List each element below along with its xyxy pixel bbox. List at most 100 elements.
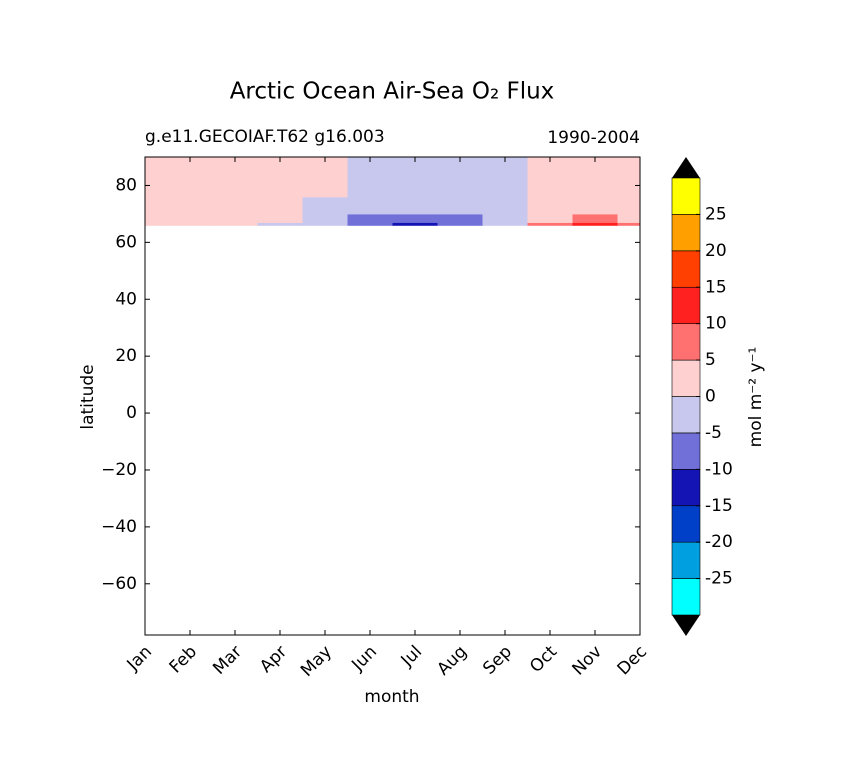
contour-cell [302,222,348,226]
colorbar-tick-label: 10 [705,314,727,334]
contour-cell [347,222,393,226]
colorbar-segment [671,359,701,397]
colorbar-segment [671,541,701,579]
colorbar-segment [671,578,701,616]
contour-cell [167,196,213,215]
contour-cell [302,196,348,215]
contour-cell [145,171,168,198]
x-tick-label: Mar [209,642,246,679]
contour-cell [572,196,618,215]
contour-cell [482,157,528,172]
colorbar-segment [671,505,701,543]
contour-cell [482,196,528,215]
contour-cell [167,171,213,198]
x-tick-label: Dec [614,642,651,679]
x-tick-label: Oct [526,642,561,677]
y-tick-label: 80 [115,175,137,195]
contour-cell [617,222,641,226]
contour-cell [572,222,618,226]
contour-cell [257,157,303,172]
contour-cell [145,196,168,215]
y-tick-label: 20 [115,346,137,366]
y-tick-label: −20 [101,460,137,480]
colorbar-tick-label: -5 [705,423,722,443]
colorbar-segment [671,323,701,361]
contour-cell [392,213,438,223]
colorbar-tick-label: 15 [705,277,727,297]
contour-cell [257,171,303,198]
contour-cell [167,213,213,223]
contour-cell [212,157,258,172]
colorbar-segment [671,432,701,470]
x-tick-label: Apr [256,642,291,677]
contour-cell [617,213,641,223]
contour-cell [392,222,438,226]
contour-cell [257,222,303,226]
contour-cell [572,213,618,223]
contour-cell [212,222,258,226]
colorbar-extend-bottom [672,615,700,636]
y-tick-label: 0 [126,403,137,423]
contour-cell [392,171,438,198]
colorbar-tick-label: 25 [705,204,727,224]
colorbar-tick-label: -15 [705,496,733,516]
x-tick-label: Nov [568,642,606,680]
colorbar-tick-label: 5 [705,350,716,370]
x-tick-label: Feb [166,642,201,677]
subtitle-left: g.e11.GECOIAF.T62 g16.003 [145,127,385,147]
contour-cell [527,157,573,172]
contour-cell [212,171,258,198]
contour-cell [347,171,393,198]
contour-cell [392,157,438,172]
contour-cell [437,171,483,198]
contour-cell [257,196,303,215]
contour-cell [482,213,528,223]
y-tick-label: 60 [115,232,137,252]
contour-cell [302,157,348,172]
y-axis-label: latitude [78,364,98,429]
contour-cell [347,213,393,223]
contour-cell [145,213,168,223]
colorbar-tick-label: 0 [705,387,716,407]
colorbar-segment [671,469,701,507]
contour-cell [527,213,573,223]
colorbar-tick-label: -10 [705,459,733,479]
contour-cell [167,157,213,172]
contour-cell [302,171,348,198]
contour-cell [347,157,393,172]
contour-cell [572,157,618,172]
contour-cell [347,196,393,215]
x-tick-label: Jul [397,642,426,671]
subtitle-right: 1990-2004 [547,128,640,148]
colorbar-segment [671,214,701,252]
contour-cell [145,222,168,226]
contour-cell [617,171,641,198]
colorbar-label: mol m⁻² y⁻¹ [746,347,766,448]
colorbar-segment [671,250,701,288]
y-tick-label: −40 [101,517,137,537]
contour-cell [617,196,641,215]
x-tick-label: May [297,642,336,681]
contour-cell [212,196,258,215]
contour-cell [482,222,528,226]
chart-title: Arctic Ocean Air-Sea O₂ Flux [230,79,555,105]
colorbar-segment [671,396,701,434]
contour-cell [392,196,438,215]
colorbar-tick-label: -25 [705,569,733,589]
contour-cell [572,171,618,198]
y-tick-label: −60 [101,574,137,594]
contour-cell [437,222,483,226]
contour-cell [167,222,213,226]
colorbar-segment [671,286,701,324]
colorbar-segment [671,177,701,215]
x-tick-label: Jan [123,642,156,675]
y-tick-label: 40 [115,289,137,309]
x-tick-label: Aug [433,642,471,680]
contour-cell [482,171,528,198]
colorbar-tick-label: 20 [705,241,727,261]
colorbar-tick-label: -20 [705,532,733,552]
contour-cell [145,157,168,172]
contour-cell [617,157,641,172]
